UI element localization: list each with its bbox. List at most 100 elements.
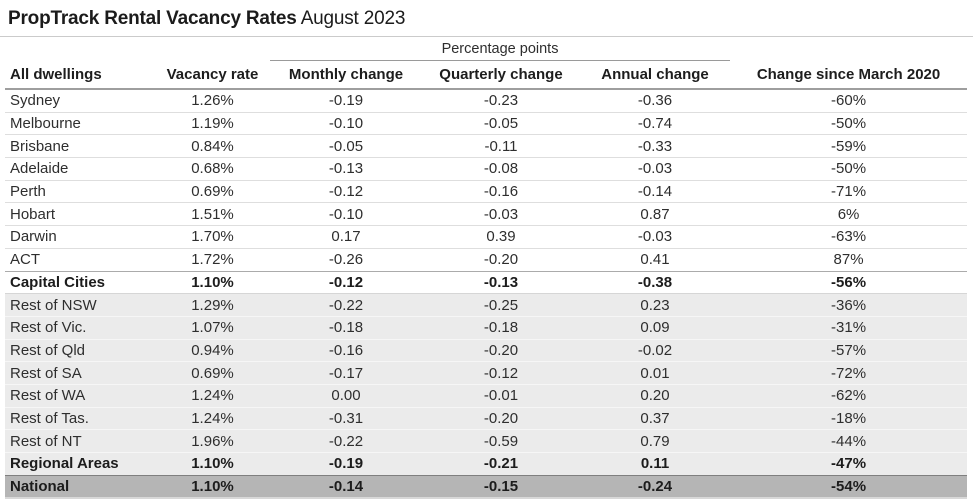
row-value: 0.20 bbox=[580, 383, 731, 408]
row-label: Rest of WA bbox=[5, 383, 155, 408]
table-row: Melbourne 1.19% -0.10 -0.05 -0.74 -50% bbox=[5, 111, 968, 135]
row-value: 0.01 bbox=[580, 361, 731, 385]
row-value: -0.14 bbox=[580, 179, 731, 203]
row-value: -0.20 bbox=[422, 338, 580, 362]
row-value: 0.94% bbox=[155, 338, 270, 362]
row-value: -0.20 bbox=[422, 247, 580, 271]
report-period: August 2023 bbox=[300, 8, 406, 29]
table-row: Adelaide 0.68% -0.13 -0.08 -0.03 -50% bbox=[5, 157, 968, 181]
page-title: PropTrack Rental Vacancy Rates August 20… bbox=[0, 0, 973, 37]
row-value: -0.11 bbox=[422, 134, 580, 158]
row-value: -0.01 bbox=[422, 383, 580, 408]
row-value: 1.29% bbox=[155, 293, 270, 317]
row-value: 0.41 bbox=[580, 247, 731, 271]
row-label: Melbourne bbox=[5, 111, 155, 135]
row-value: -0.03 bbox=[422, 202, 580, 226]
row-label: Hobart bbox=[5, 202, 155, 226]
row-value: -63% bbox=[730, 225, 968, 249]
row-value: 1.10% bbox=[155, 270, 270, 294]
row-label: Rest of SA bbox=[5, 361, 155, 385]
group-header-row: Percentage points bbox=[5, 37, 967, 61]
row-value: 87% bbox=[730, 247, 968, 271]
column-header-quarterly-change: Quarterly change bbox=[422, 60, 580, 90]
row-label: Rest of NT bbox=[5, 429, 155, 453]
row-label: Sydney bbox=[10, 92, 61, 110]
table-row: Rest of Qld 0.94% -0.16 -0.20 -0.02 -57% bbox=[5, 338, 968, 362]
row-value: -47% bbox=[730, 452, 968, 476]
row-label: National bbox=[5, 474, 155, 500]
row-value: -62% bbox=[730, 383, 968, 408]
table-body: Sydney 1.26% -0.19 -0.23 -0.36 -60% Melbourne 1… bbox=[5, 89, 968, 500]
row-value: -0.20 bbox=[422, 406, 580, 430]
row-label: Darwin bbox=[5, 225, 155, 249]
row-value: -57% bbox=[730, 338, 968, 362]
row-value: -0.36 bbox=[637, 92, 673, 110]
row-value: -72% bbox=[730, 361, 968, 385]
row-value: -44% bbox=[730, 429, 968, 453]
table-row: Rest of Vic. 1.07% -0.18 -0.18 0.09 -31% bbox=[5, 315, 968, 340]
vacancy-rates-table: Percentage points All dwellings Vacancy … bbox=[5, 37, 968, 500]
row-value: 0.84% bbox=[155, 134, 270, 158]
row-value: -0.03 bbox=[580, 225, 731, 249]
column-header-vacancy-rate: Vacancy rate bbox=[155, 60, 270, 90]
row-value: 0.09 bbox=[580, 315, 731, 340]
column-header-row: All dwellings Vacancy rate Monthly chang… bbox=[5, 60, 968, 90]
row-label: Rest of Vic. bbox=[5, 315, 155, 340]
row-value: -0.26 bbox=[270, 247, 422, 271]
row-value: -0.15 bbox=[422, 474, 580, 500]
row-label: Adelaide bbox=[5, 157, 155, 181]
column-header-change-since-march-2020: Change since March 2020 bbox=[730, 60, 968, 90]
row-value: -0.18 bbox=[422, 315, 580, 340]
row-label: Perth bbox=[5, 179, 155, 203]
row-value: -0.74 bbox=[580, 111, 731, 135]
row-value: -0.05 bbox=[422, 111, 580, 135]
table-row: Rest of Tas. 1.24% -0.31 -0.20 0.37 -18% bbox=[5, 406, 968, 430]
row-value: 0.37 bbox=[580, 406, 731, 430]
row-label: ACT bbox=[5, 247, 155, 271]
row-value: -0.31 bbox=[270, 406, 422, 430]
row-label: Brisbane bbox=[5, 134, 155, 158]
row-value: -54% bbox=[730, 474, 968, 500]
row-value: -0.16 bbox=[270, 338, 422, 362]
row-value: -0.25 bbox=[422, 293, 580, 317]
row-value: 1.24% bbox=[155, 406, 270, 430]
row-value: -0.21 bbox=[422, 452, 580, 476]
row-value: 1.24% bbox=[155, 383, 270, 408]
row-value: -0.12 bbox=[422, 361, 580, 385]
row-value: -0.08 bbox=[422, 157, 580, 181]
row-value: 0.69% bbox=[155, 361, 270, 385]
row-value: 1.19% bbox=[155, 111, 270, 135]
table-row: ACT 1.72% -0.26 -0.20 0.41 87% bbox=[5, 247, 968, 271]
table-row: Darwin 1.70% 0.17 0.39 -0.03 -63% bbox=[5, 225, 968, 249]
row-value: -50% bbox=[730, 111, 968, 135]
row-value: -0.13 bbox=[422, 270, 580, 294]
row-value: -0.19 bbox=[270, 452, 422, 476]
table-row: Rest of SA 0.69% -0.17 -0.12 0.01 -72% bbox=[5, 361, 968, 385]
row-value: -0.38 bbox=[580, 270, 731, 294]
row-value: -18% bbox=[730, 406, 968, 430]
row-value: 1.07% bbox=[155, 315, 270, 340]
table-row: National 1.10% -0.14 -0.15 -0.24 -54% bbox=[5, 474, 968, 500]
row-value: -71% bbox=[730, 179, 968, 203]
row-value: -0.12 bbox=[270, 179, 422, 203]
table-row: Perth 0.69% -0.12 -0.16 -0.14 -71% bbox=[5, 179, 968, 203]
row-value: 1.10% bbox=[155, 474, 270, 500]
row-value: -0.16 bbox=[422, 179, 580, 203]
row-value: -0.24 bbox=[580, 474, 731, 500]
row-value: -0.18 bbox=[270, 315, 422, 340]
row-value: 1.26% bbox=[191, 92, 234, 110]
report-title: PropTrack Rental Vacancy Rates bbox=[8, 8, 297, 29]
row-value: 0.39 bbox=[422, 225, 580, 249]
row-label: Capital Cities bbox=[5, 270, 155, 294]
row-value: -0.02 bbox=[580, 338, 731, 362]
row-label: Rest of Tas. bbox=[5, 406, 155, 430]
row-value: 0.69% bbox=[155, 179, 270, 203]
row-value: 0.87 bbox=[580, 202, 731, 226]
row-value: 1.72% bbox=[155, 247, 270, 271]
row-value: 0.00 bbox=[270, 383, 422, 408]
table-row: Capital Cities 1.10% -0.12 -0.13 -0.38 -56% bbox=[5, 270, 968, 294]
row-value: -0.19 bbox=[328, 92, 364, 110]
group-header-label: Percentage points bbox=[270, 37, 731, 61]
row-value: 0.79 bbox=[580, 429, 731, 453]
group-header-spacer bbox=[5, 37, 270, 61]
